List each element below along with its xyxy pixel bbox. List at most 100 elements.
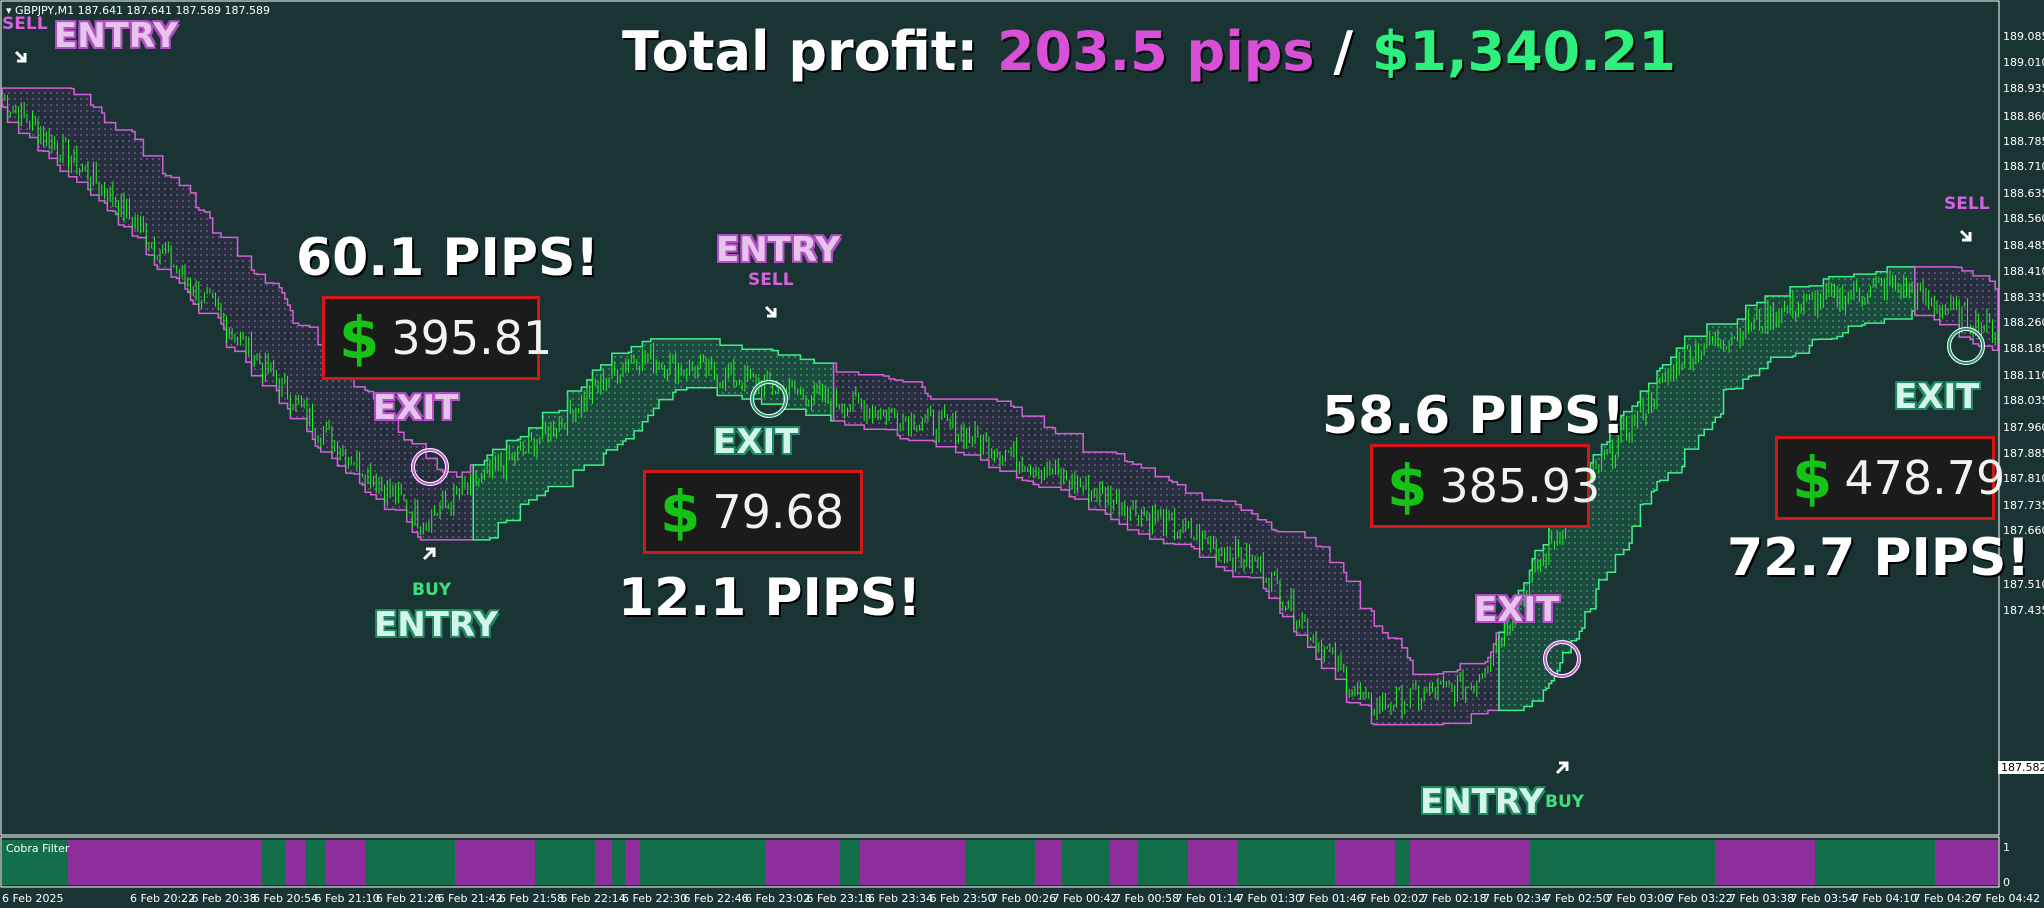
price-axis-label: 188.935: [2003, 82, 2044, 95]
filter-bar: [535, 840, 595, 885]
exit-circle-marker-ring: [751, 381, 787, 417]
filter-bar: [1188, 840, 1238, 885]
filter-bar: [1395, 840, 1410, 885]
price-axis-label: 188.410: [2003, 265, 2044, 278]
time-axis-label: 7 Feb 01:14: [1175, 892, 1241, 905]
profit-box: $ 395.81: [322, 296, 552, 380]
indicator-name: Cobra Filter: [6, 842, 70, 855]
entry-side-label: SELL: [2, 14, 48, 34]
filter-bar: [1935, 840, 1998, 885]
filter-bar: [285, 840, 305, 885]
pips-label: 58.6 PIPS!: [1322, 386, 1626, 446]
time-axis-label: 7 Feb 03:06: [1606, 892, 1672, 905]
dollar-icon: $: [660, 478, 701, 546]
exit-circle-marker-ring: [1544, 641, 1580, 677]
time-axis-label: 6 Feb 21:26: [376, 892, 442, 905]
price-axis-label: 188.785: [2003, 135, 2044, 148]
exit-circle-marker-ring: [412, 449, 448, 485]
time-axis-label: 7 Feb 02:02: [1360, 892, 1426, 905]
time-axis-label: 7 Feb 01:46: [1298, 892, 1364, 905]
indicator-axis-label: 1: [2003, 841, 2010, 854]
price-axis-label: 188.260: [2003, 316, 2044, 329]
dollar-icon: $: [1387, 452, 1428, 520]
title-pips: 203.5 pips: [996, 20, 1315, 83]
price-candles: [4, 93, 1999, 721]
price-axis-label: 188.335: [2003, 291, 2044, 304]
filter-bar: [840, 840, 860, 885]
time-axis-label: 7 Feb 03:54: [1790, 892, 1856, 905]
cobra-filter-histogram: [2, 840, 1998, 885]
filter-bar: [1138, 840, 1188, 885]
profit-box: $ 478.79: [1775, 436, 2005, 520]
filter-bar: [1035, 840, 1062, 885]
time-axis-label: 6 Feb 20:22: [130, 892, 196, 905]
current-price-tag: 187.582: [1998, 761, 2044, 774]
price-axis-label: 189.085: [2003, 30, 2044, 43]
profit-box: $ 385.93: [1370, 444, 1600, 528]
entry-label: ENTRY: [1420, 782, 1544, 822]
filter-bar: [640, 840, 765, 885]
price-axis-label: 188.860: [2003, 110, 2044, 123]
filter-bar: [325, 840, 365, 885]
dollar-icon: $: [339, 304, 380, 372]
time-axis-label: 6 Feb 22:30: [622, 892, 688, 905]
arrow-down-right-icon: [764, 305, 777, 318]
time-axis-label: 6 Feb 23:34: [868, 892, 934, 905]
price-axis-label: 188.560: [2003, 212, 2044, 225]
time-axis-label: 7 Feb 04:26: [1913, 892, 1979, 905]
price-axis-label: 187.660: [2003, 524, 2044, 537]
price-axis-label: 187.510: [2003, 578, 2044, 591]
profit-value: 478.79: [1844, 451, 2006, 505]
title-separator: /: [1314, 20, 1372, 83]
bull-channel: [472, 338, 835, 541]
entry-side-label: SELL: [748, 270, 794, 290]
filter-bar: [1410, 840, 1415, 885]
main-pane-border: [0, 0, 2000, 836]
filter-bar: [262, 840, 285, 885]
filter-bar: [1715, 840, 1815, 885]
filter-bar: [625, 840, 640, 885]
entry-side-label: SELL: [1944, 194, 1990, 214]
price-axis-label: 188.710: [2003, 160, 2044, 173]
arrow-up-right-icon: [1555, 761, 1569, 775]
price-axis-label: 188.485: [2003, 239, 2044, 252]
filter-bar: [612, 840, 625, 885]
time-axis-label: 6 Feb 23:18: [806, 892, 872, 905]
time-axis-label: 7 Feb 00:58: [1114, 892, 1180, 905]
exit-label: EXIT: [373, 388, 459, 428]
time-axis-label: 7 Feb 00:42: [1052, 892, 1118, 905]
profit-value: 395.81: [391, 311, 553, 365]
time-axis-label: 6 Feb 21:58: [499, 892, 565, 905]
exit-label: EXIT: [1474, 590, 1560, 630]
profit-box: $ 79.68: [643, 470, 863, 554]
time-axis-label: 7 Feb 02:18: [1421, 892, 1487, 905]
exit-label: EXIT: [713, 422, 799, 462]
pips-label: 72.7 PIPS!: [1727, 528, 2031, 588]
filter-bar: [860, 840, 965, 885]
total-profit-title: Total profit: 203.5 pips / $1,340.21: [622, 20, 1676, 83]
time-axis-label: 7 Feb 04:42: [1975, 892, 2041, 905]
time-axis-label: 6 Feb 22:46: [683, 892, 749, 905]
chevron-down-icon[interactable]: ▾: [6, 4, 12, 17]
price-axis-label: 189.010: [2003, 56, 2044, 69]
indicator-pane-border: [0, 836, 2000, 888]
indicator-axis-label: 0: [2003, 876, 2010, 889]
filter-bar: [1238, 840, 1335, 885]
symbol-info: ▾ GBPJPY,M1 187.641 187.641 187.589 187.…: [6, 4, 270, 17]
title-dollars: $1,340.21: [1371, 20, 1676, 83]
filter-bar: [1530, 840, 1715, 885]
price-axis-label: 188.185: [2003, 342, 2044, 355]
time-axis-label: 7 Feb 03:22: [1667, 892, 1733, 905]
entry-label: ENTRY: [54, 16, 178, 56]
price-axis-label: 187.735: [2003, 499, 2044, 512]
dollar-icon: $: [1792, 444, 1833, 512]
price-axis-label: 188.635: [2003, 187, 2044, 200]
time-axis-label: 6 Feb 2025: [2, 892, 64, 905]
title-prefix: Total profit:: [622, 20, 997, 83]
price-axis-label: 187.960: [2003, 421, 2044, 434]
filter-bar: [595, 840, 612, 885]
arrow-up-right-icon: [422, 547, 436, 561]
time-axis-label: 7 Feb 02:50: [1544, 892, 1610, 905]
